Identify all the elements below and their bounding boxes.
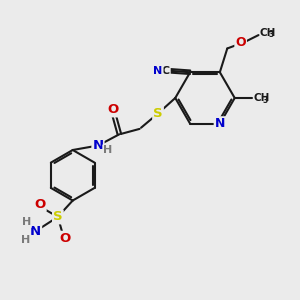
Text: C: C: [162, 66, 170, 76]
Text: CH: CH: [260, 28, 276, 38]
Text: N: N: [215, 117, 225, 130]
Text: O: O: [235, 36, 246, 49]
Text: N: N: [30, 225, 41, 238]
Text: N: N: [153, 66, 163, 76]
Text: S: S: [53, 210, 63, 224]
Text: O: O: [108, 103, 119, 116]
Text: H: H: [22, 217, 31, 227]
Text: H: H: [21, 235, 31, 245]
Text: 3: 3: [262, 96, 268, 105]
Text: N: N: [92, 139, 104, 152]
Text: O: O: [59, 232, 70, 245]
Text: CH: CH: [254, 93, 270, 103]
Text: O: O: [34, 198, 46, 211]
Text: 3: 3: [269, 30, 274, 39]
Text: S: S: [153, 107, 163, 120]
Text: H: H: [103, 145, 112, 155]
